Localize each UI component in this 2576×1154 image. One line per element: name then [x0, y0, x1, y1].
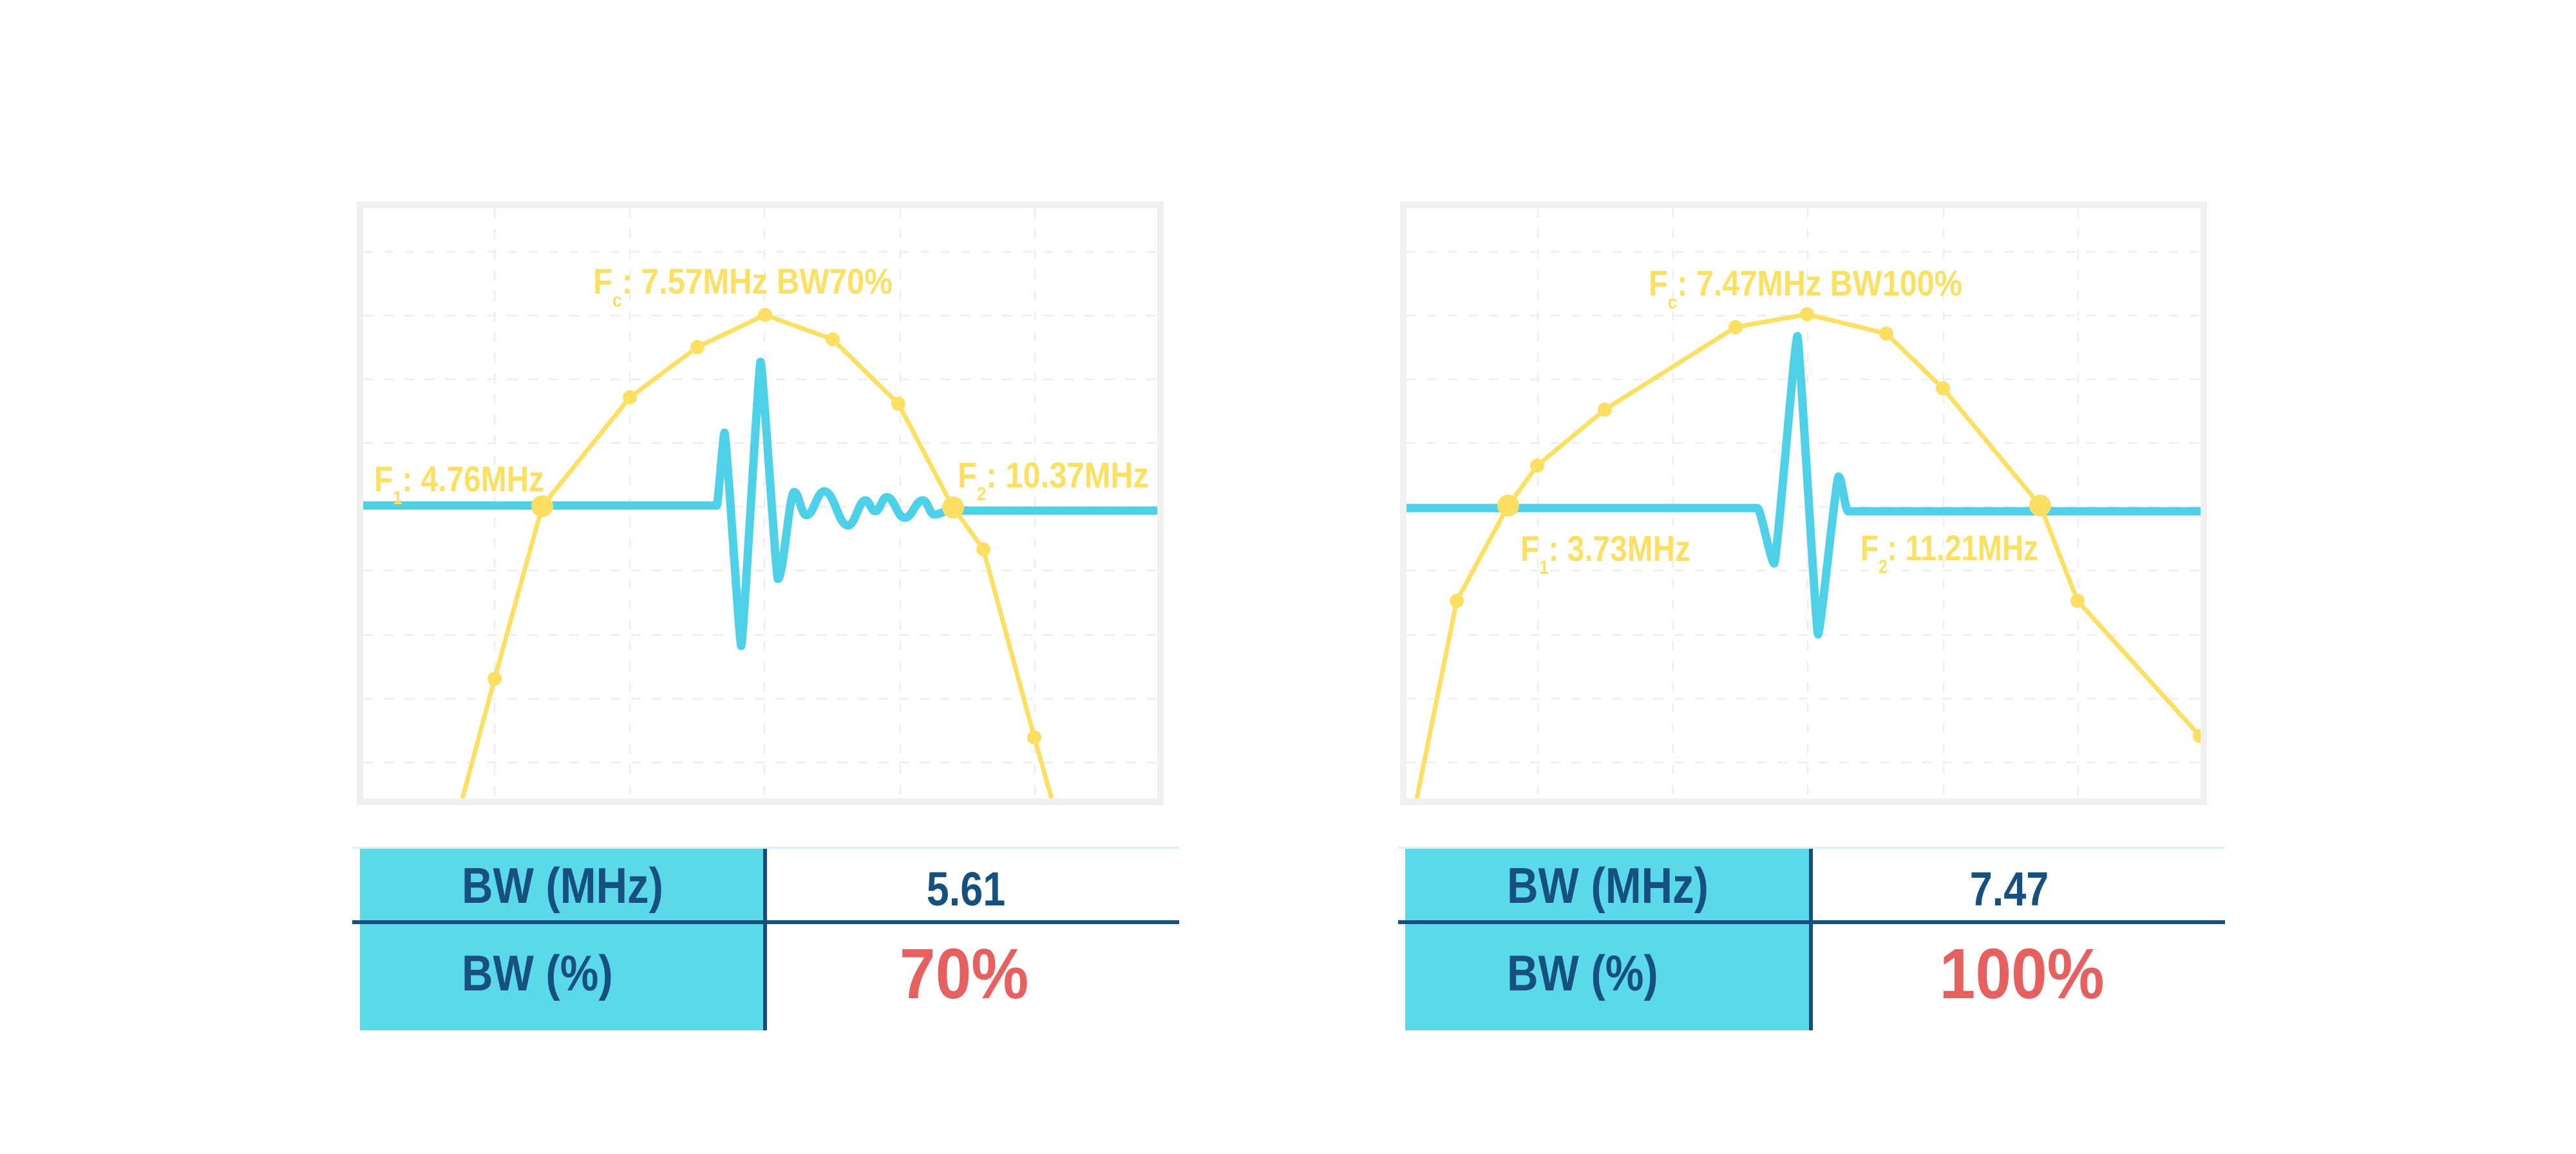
svg-text:F1: 4.76MHz: F1: 4.76MHz: [374, 459, 544, 509]
svg-text:Fc: 7.47MHz BW100%: Fc: 7.47MHz BW100%: [1649, 263, 1962, 313]
svg-text:F2: 10.37MHz: F2: 10.37MHz: [958, 455, 1149, 505]
svg-text:F1: 3.73MHz: F1: 3.73MHz: [1520, 528, 1690, 578]
svg-text:Fc: 7.57MHz BW70%: Fc: 7.57MHz BW70%: [593, 261, 893, 311]
